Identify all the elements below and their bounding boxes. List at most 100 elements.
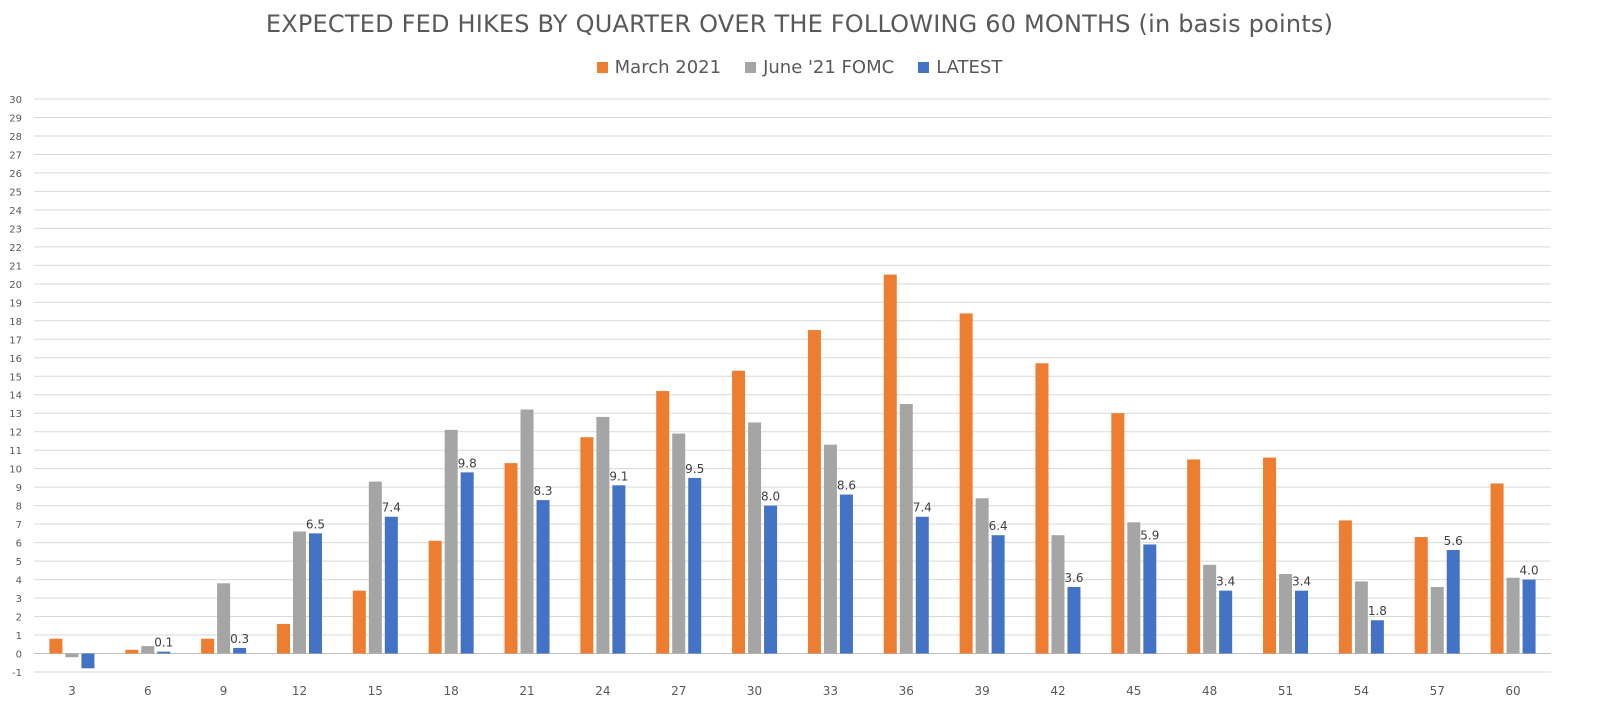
x-tick-label: 57 [1430,684,1445,698]
bar-latest-54 [1370,620,1384,654]
y-tick-label: 23 [9,224,22,235]
bar-june-21-fomc-42 [1051,535,1065,654]
bar-latest-51 [1295,590,1309,654]
bar-latest-45 [1143,544,1157,654]
x-tick-label: 15 [368,684,383,698]
bar-june-21-fomc-15 [368,481,382,654]
bar-march-2021-9 [201,638,215,654]
y-tick-label: 4 [16,576,22,587]
y-tick-label: 20 [9,280,22,291]
y-tick-label: 21 [9,261,22,272]
bar-march-2021-6 [125,649,139,654]
x-tick-label: 60 [1505,684,1520,698]
y-tick-label: 14 [9,391,22,402]
bar-june-21-fomc-6 [141,646,155,654]
bar-june-21-fomc-48 [1203,564,1217,654]
data-label: 6.4 [989,519,1008,533]
bar-latest-6 [157,651,171,654]
bar-march-2021-42 [1035,363,1049,654]
data-label: 3.4 [1292,575,1311,589]
legend-item-june-fomc: June '21 FOMC [745,57,894,78]
legend-swatch-march-2021 [596,62,608,73]
bar-latest-42 [1067,586,1081,654]
bar-latest-48 [1219,590,1233,654]
bar-march-2021-60 [1490,483,1504,654]
legend-item-march-2021: March 2021 [596,57,721,78]
bar-march-2021-51 [1263,457,1277,654]
y-tick-label: 19 [9,298,22,309]
bar-march-2021-18 [428,540,442,654]
bar-march-2021-21 [504,463,518,654]
data-label: 9.5 [685,462,704,476]
y-tick-label: 17 [9,335,22,346]
bar-march-2021-24 [580,437,594,654]
bar-latest-30 [764,505,778,654]
data-label: 8.0 [761,490,780,504]
legend-swatch-june-fomc [745,62,757,73]
data-label: 6.5 [306,517,325,531]
bar-march-2021-33 [807,330,821,654]
bar-june-21-fomc-45 [1127,522,1141,654]
legend-label-june-fomc: June '21 FOMC [763,57,895,78]
data-label: 9.8 [458,456,477,470]
y-tick-label: 12 [9,428,22,439]
bar-june-21-fomc-27 [672,433,686,654]
data-label: 0.3 [230,632,249,646]
legend-item-latest: LATEST [918,57,1002,78]
chart-legend: March 2021 June '21 FOMC LATEST [0,57,1599,78]
bar-latest-3 [81,653,95,669]
bar-june-21-fomc-30 [748,422,762,654]
data-label: 5.9 [1140,528,1159,542]
bar-march-2021-48 [1187,459,1201,654]
x-tick-label: 51 [1278,684,1293,698]
bar-latest-18 [460,472,474,654]
data-label: 7.4 [913,501,932,515]
y-tick-label: 1 [16,631,22,642]
bar-june-21-fomc-36 [899,403,913,654]
bar-june-21-fomc-57 [1430,586,1444,654]
y-tick-label: 2 [16,613,22,624]
y-tick-label: 11 [9,446,22,457]
y-tick-label: 22 [9,243,22,254]
bar-march-2021-30 [732,370,746,654]
y-tick-label: 5 [16,557,22,568]
bar-latest-33 [839,494,853,654]
x-tick-label: 30 [747,684,762,698]
bar-latest-39 [991,535,1005,654]
x-tick-label: 21 [519,684,534,698]
bar-latest-15 [384,516,398,654]
legend-label-latest: LATEST [936,57,1003,78]
x-tick-label: 12 [292,684,307,698]
bar-latest-21 [536,500,550,654]
chart-title: EXPECTED FED HIKES BY QUARTER OVER THE F… [265,10,1334,38]
bar-june-21-fomc-39 [975,498,989,654]
x-tick-label: 39 [974,684,989,698]
bar-june-21-fomc-12 [292,531,306,654]
bar-march-2021-3 [49,638,63,654]
bar-march-2021-27 [656,391,670,654]
x-tick-label: 42 [1050,684,1065,698]
y-tick-label: 30 [9,95,22,106]
bar-march-2021-54 [1338,520,1352,654]
y-tick-label: -1 [12,668,22,679]
y-tick-label: 3 [16,594,22,605]
bar-june-21-fomc-24 [596,416,610,654]
data-label: 3.4 [1216,575,1235,589]
bar-march-2021-36 [883,274,897,654]
data-label: 0.1 [154,636,173,650]
x-tick-label: 36 [899,684,914,698]
bar-june-21-fomc-51 [1279,574,1293,654]
bar-march-2021-45 [1111,413,1125,654]
bar-june-21-fomc-9 [217,583,231,654]
y-tick-label: 9 [16,483,22,494]
y-tick-label: 29 [9,113,22,124]
bar-march-2021-57 [1414,537,1428,654]
y-tick-label: 18 [9,317,22,328]
x-tick-label: 24 [595,684,610,698]
legend-swatch-latest [918,62,930,73]
y-tick-label: 15 [9,372,22,383]
data-label: 8.6 [837,479,856,493]
bar-latest-36 [915,516,929,654]
y-tick-label: 28 [9,132,22,143]
data-label: 5.6 [1444,534,1463,548]
